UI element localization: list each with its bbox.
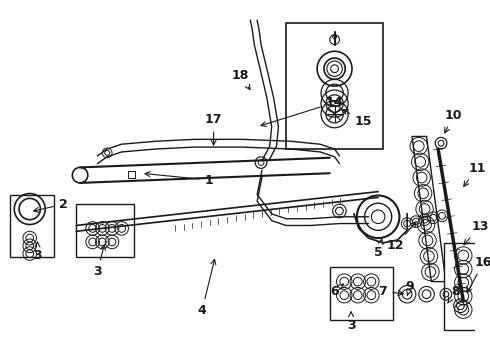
Text: 12: 12 bbox=[387, 222, 416, 252]
Bar bbox=[444, 243, 483, 330]
Text: 4: 4 bbox=[197, 260, 216, 317]
Text: 9: 9 bbox=[406, 280, 415, 296]
Text: 11: 11 bbox=[464, 162, 486, 186]
Bar bbox=[330, 267, 392, 320]
Bar bbox=[76, 204, 134, 257]
Text: 6: 6 bbox=[330, 284, 344, 298]
Bar bbox=[10, 194, 54, 257]
Text: 8: 8 bbox=[448, 285, 460, 303]
Text: 15: 15 bbox=[343, 109, 372, 129]
Text: 17: 17 bbox=[205, 113, 222, 145]
Text: 16: 16 bbox=[467, 256, 490, 293]
Text: 3: 3 bbox=[347, 312, 355, 332]
Text: 1: 1 bbox=[145, 172, 213, 186]
Text: 3: 3 bbox=[93, 245, 105, 278]
Text: 3: 3 bbox=[33, 242, 42, 262]
Text: 18: 18 bbox=[232, 69, 250, 90]
Polygon shape bbox=[412, 136, 446, 282]
Text: 14: 14 bbox=[261, 96, 343, 126]
Text: 13: 13 bbox=[464, 220, 489, 245]
Text: 2: 2 bbox=[34, 198, 68, 212]
Text: 5: 5 bbox=[374, 239, 383, 259]
Bar bbox=[128, 171, 135, 178]
Bar bbox=[286, 23, 383, 149]
Text: 7: 7 bbox=[379, 285, 403, 298]
Text: 10: 10 bbox=[445, 109, 463, 133]
